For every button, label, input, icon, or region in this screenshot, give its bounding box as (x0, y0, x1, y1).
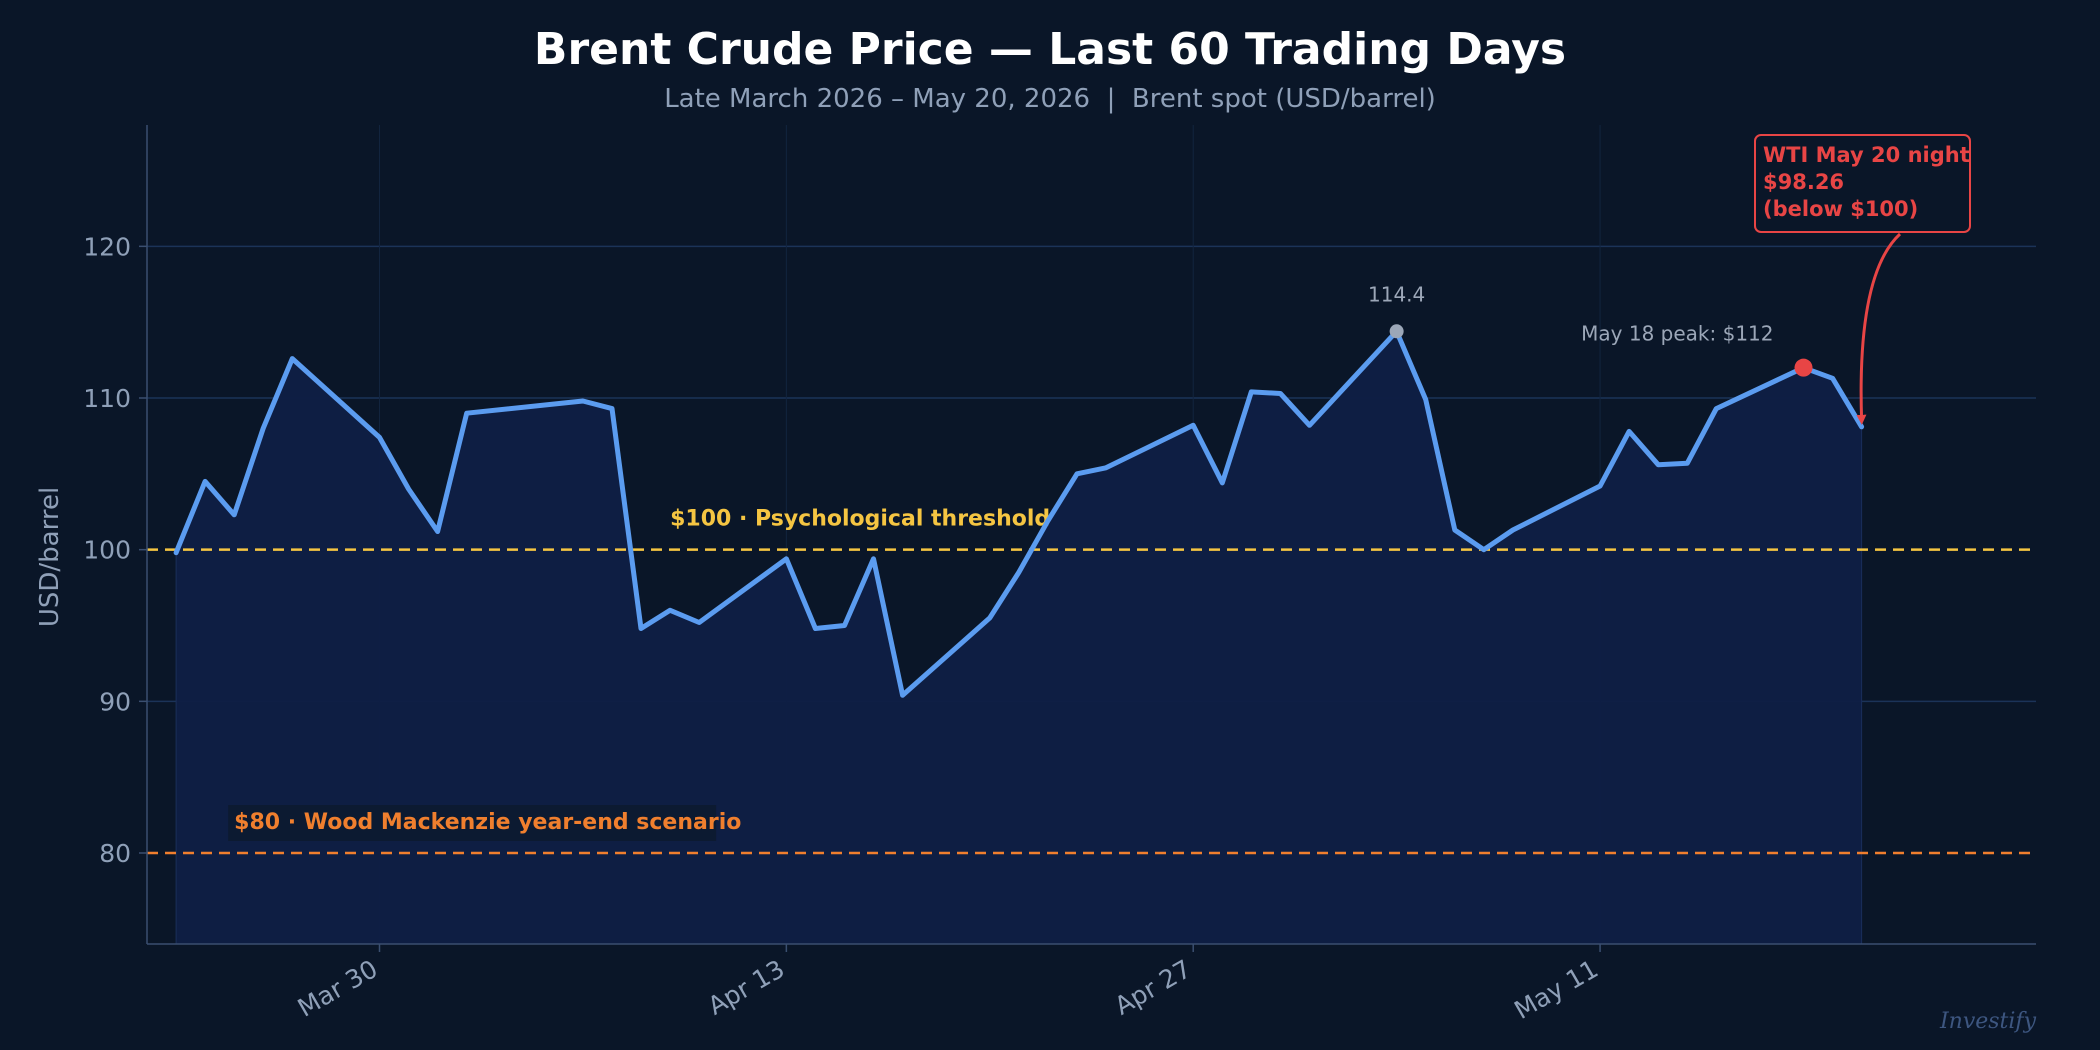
reference-label-bg (228, 805, 717, 841)
y-tick-label: 110 (83, 384, 131, 413)
may18-peak-marker (1794, 358, 1813, 377)
y-tick-label: 90 (99, 687, 131, 716)
y-axis-label: USD/barrel (35, 487, 65, 627)
chart-subtitle: Late March 2026 – May 20, 2026 | Brent s… (664, 84, 1436, 114)
reference-line-label: $80 · Wood Mackenzie year-end scenario (234, 810, 741, 835)
watermark: Investify (1939, 1009, 2037, 1034)
wti-callout-box (1754, 134, 1971, 233)
wti-callout-line: $98.26 (1763, 170, 1844, 194)
annotation-layer: 114.4 May 18 peak: $112 WTI May 20 night $9… (1368, 134, 1971, 425)
peak-marker (1389, 324, 1404, 339)
peak-value-label: 114.4 (1368, 282, 1425, 306)
wti-callout-line: (below $100) (1763, 197, 1918, 221)
y-tick-label: 80 (99, 839, 131, 868)
y-tick-label: 120 (83, 232, 131, 261)
x-tick-label: May 11 (1509, 954, 1603, 1025)
chart-title: Brent Crude Price — Last 60 Trading Days (534, 24, 1566, 75)
reference-line-layer: $100 · Psychological threshold $80 · Wood… (147, 507, 2036, 855)
series-layer (173, 328, 1865, 698)
wti-callout-arrow (1856, 232, 1902, 425)
x-tick-label: Apr 27 (1110, 954, 1196, 1021)
y-tick-label: 100 (83, 536, 131, 565)
reference-line-label: $100 · Psychological threshold (670, 507, 1050, 532)
may18-peak-label: May 18 peak: $112 (1581, 322, 1773, 346)
x-tick-label: Apr 13 (703, 954, 789, 1021)
x-tick-label: Mar 30 (293, 954, 383, 1023)
series-line (173, 328, 1865, 698)
wti-callout-line: WTI May 20 night (1763, 143, 1970, 167)
